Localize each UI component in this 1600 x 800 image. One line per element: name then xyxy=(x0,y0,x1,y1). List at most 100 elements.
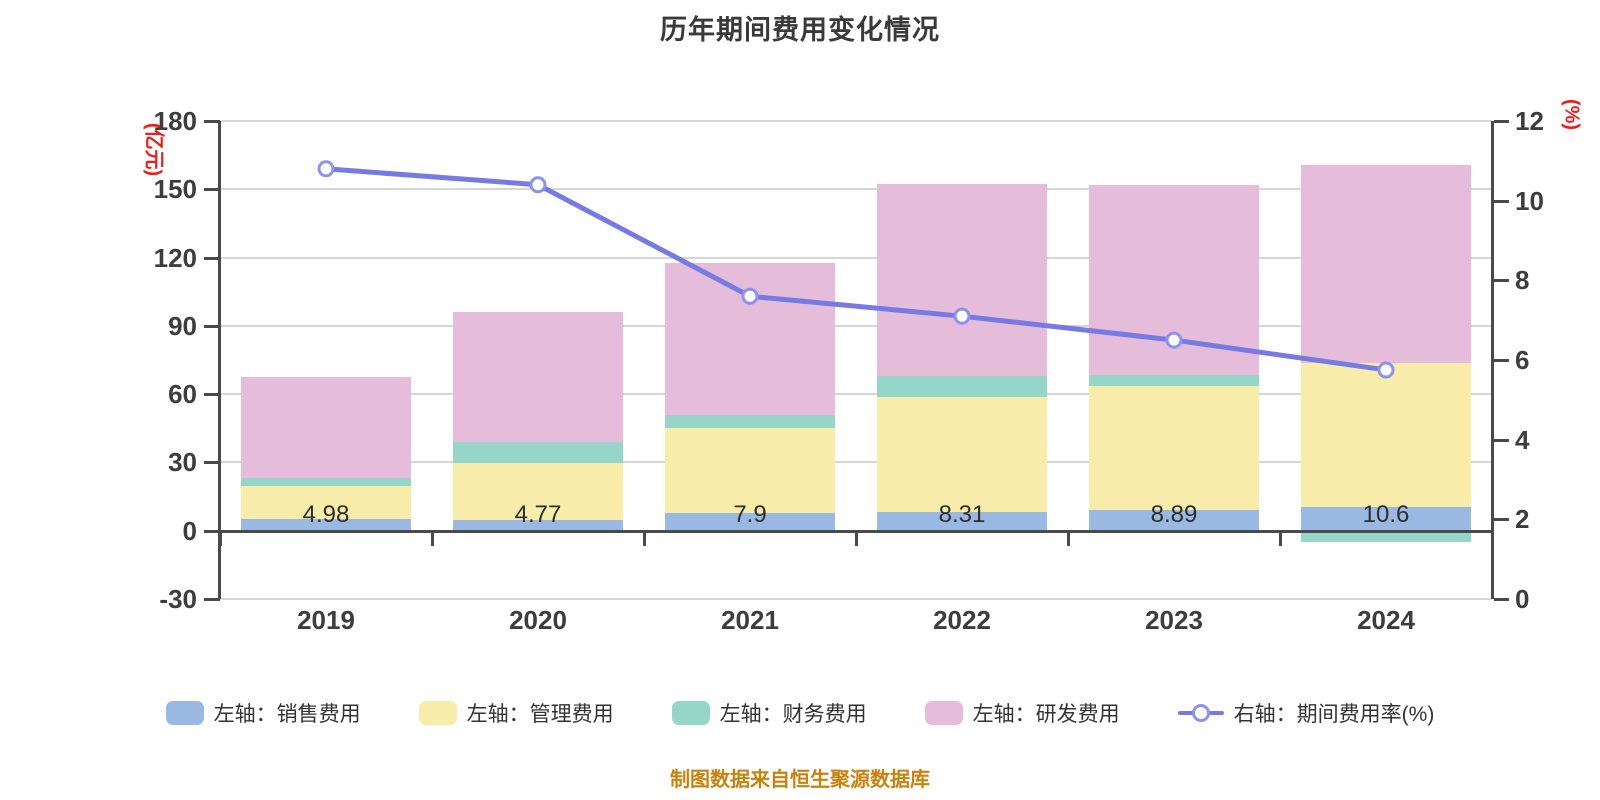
legend-item-finance[interactable]: 左轴：财务费用 xyxy=(671,698,867,728)
legend-item-rate[interactable]: 右轴：期间费用率(%) xyxy=(1177,698,1435,728)
legend-label-sales: 左轴：销售费用 xyxy=(213,703,361,726)
bar-segment-sales-2019[interactable] xyxy=(241,519,411,531)
legend-line-marker-rate xyxy=(1177,704,1224,722)
gridline xyxy=(220,120,1492,122)
x-axis-tick xyxy=(643,530,646,546)
y-axis-left-tick-label: 30 xyxy=(168,447,197,478)
legend-swatch-admin xyxy=(418,701,457,725)
y-axis-left-tick-label: 60 xyxy=(168,379,197,410)
x-axis-tick xyxy=(1067,530,1070,546)
x-axis-tick xyxy=(1279,530,1282,546)
bar-value-label-2023: 8.89 xyxy=(1150,500,1198,528)
gridline xyxy=(220,598,1492,600)
y-axis-right-tick-label: 2 xyxy=(1515,504,1530,535)
legend-swatch-finance xyxy=(671,701,710,725)
y-axis-right-tick xyxy=(1494,279,1509,283)
x-axis-tick xyxy=(431,530,434,546)
legend-item-admin[interactable]: 左轴：管理费用 xyxy=(418,698,614,728)
legend-label-rate: 右轴：期间费用率(%) xyxy=(1233,703,1435,726)
x-axis-category-label-2022: 2022 xyxy=(933,605,991,635)
y-axis-left-tick xyxy=(204,461,220,465)
bar-segment-admin-2024[interactable] xyxy=(1301,362,1471,507)
gridline xyxy=(220,188,1492,191)
bar-segment-finance-2022[interactable] xyxy=(877,376,1047,397)
legend-label-finance: 左轴：财务费用 xyxy=(719,703,867,726)
y-axis-left-tick-label: 150 xyxy=(153,174,197,205)
y-axis-left-tick xyxy=(204,120,220,123)
rate-line-marker-2019[interactable] xyxy=(317,160,335,178)
x-axis-category-label-2024: 2024 xyxy=(1357,605,1415,635)
bar-segment-finance-2019[interactable] xyxy=(241,478,411,486)
x-axis-tick xyxy=(855,530,858,546)
bar-segment-admin-2020[interactable] xyxy=(453,463,623,520)
y-axis-left-tick-label: 180 xyxy=(153,106,197,136)
y-axis-left-tick-label: 120 xyxy=(153,242,197,273)
bar-segment-admin-2021[interactable] xyxy=(665,427,835,513)
bar-value-label-2019: 4.98 xyxy=(302,500,350,528)
bar-segment-rnd-2022[interactable] xyxy=(877,183,1047,377)
bar-segment-finance-2020[interactable] xyxy=(453,442,623,464)
bar-segment-admin-2023[interactable] xyxy=(1089,385,1259,511)
legend: 左轴：销售费用 左轴：管理费用 左轴：财务费用 左轴：研发费用 右轴：期间费用率(%) xyxy=(0,698,1600,728)
gridline xyxy=(220,393,1492,396)
bar-value-label-2021: 7.9 xyxy=(733,500,767,528)
rate-line-marker-2024[interactable] xyxy=(1377,361,1395,379)
y-axis-right-tick-label: 8 xyxy=(1515,265,1530,296)
y-axis-right-tick xyxy=(1494,438,1509,442)
x-axis-category-label-2019: 2019 xyxy=(297,605,355,635)
bar-segment-finance-2023[interactable] xyxy=(1089,375,1259,386)
rate-line[interactable] xyxy=(323,166,1389,373)
y-axis-right-tick xyxy=(1494,120,1509,123)
legend-item-rnd[interactable]: 左轴：研发费用 xyxy=(924,698,1120,728)
legend-swatch-sales xyxy=(165,701,204,725)
bar-segment-rnd-2020[interactable] xyxy=(453,312,623,443)
bar-segment-rnd-2019[interactable] xyxy=(241,376,411,479)
y-axis-left-tick xyxy=(204,393,220,397)
rate-line-marker-2020[interactable] xyxy=(529,176,547,194)
bar-segment-sales-2022[interactable] xyxy=(877,511,1047,531)
y-axis-right-tick xyxy=(1494,199,1509,203)
y-axis-right-tick xyxy=(1494,518,1509,522)
y-axis-right-tick-label: 12 xyxy=(1515,106,1544,136)
y-axis-right-line xyxy=(1491,121,1494,599)
bar-segment-sales-2021[interactable] xyxy=(665,512,835,531)
legend-label-admin: 左轴：管理费用 xyxy=(466,703,614,726)
chart-title: 历年期间费用变化情况 xyxy=(660,15,940,45)
gridline xyxy=(220,461,1492,464)
legend-swatch-rnd xyxy=(924,701,963,725)
y-axis-left-tick xyxy=(204,256,220,260)
bar-segment-finance-2021[interactable] xyxy=(665,415,835,428)
bar-segment-sales-2020[interactable] xyxy=(453,519,623,531)
y-axis-left-tick-label: 90 xyxy=(168,310,197,341)
bar-segment-admin-2022[interactable] xyxy=(877,396,1047,512)
y-axis-left-tick xyxy=(204,529,220,533)
bar-segment-sales-2024[interactable] xyxy=(1301,506,1471,531)
bar-value-label-2024: 10.6 xyxy=(1362,500,1410,528)
x-axis-category-label-2023: 2023 xyxy=(1145,605,1203,635)
y-axis-left-tick-label: 0 xyxy=(182,515,197,546)
y-axis-right-tick xyxy=(1494,359,1509,362)
x-axis-category-label-2021: 2021 xyxy=(721,605,779,635)
rate-line-marker-2022[interactable] xyxy=(953,307,971,325)
y-axis-right-tick-label: 4 xyxy=(1515,424,1530,455)
y-axis-right-tick-label: 6 xyxy=(1515,345,1530,375)
source-note: 制图数据来自恒生聚源数据库 xyxy=(670,769,930,791)
bar-segment-rnd-2024[interactable] xyxy=(1301,165,1471,363)
gridline xyxy=(220,324,1492,327)
y-axis-right-tick xyxy=(1494,598,1509,601)
legend-item-sales[interactable]: 左轴：销售费用 xyxy=(165,698,361,728)
y-axis-left-line xyxy=(218,121,221,599)
bar-value-label-2022: 8.31 xyxy=(938,500,986,528)
y-axis-right-tick-label: 10 xyxy=(1515,185,1544,216)
bar-segment-sales-2023[interactable] xyxy=(1089,510,1259,531)
rate-line-marker-2023[interactable] xyxy=(1165,331,1183,349)
bar-value-label-2020: 4.77 xyxy=(514,500,562,528)
legend-label-rnd: 左轴：研发费用 xyxy=(972,703,1120,726)
y-axis-left-tick xyxy=(204,188,220,192)
bar-segment-admin-2019[interactable] xyxy=(241,485,411,520)
gridline xyxy=(220,256,1492,259)
rate-line-marker-2021[interactable] xyxy=(741,287,759,305)
bar-segment-finance-2024[interactable] xyxy=(1301,530,1471,542)
